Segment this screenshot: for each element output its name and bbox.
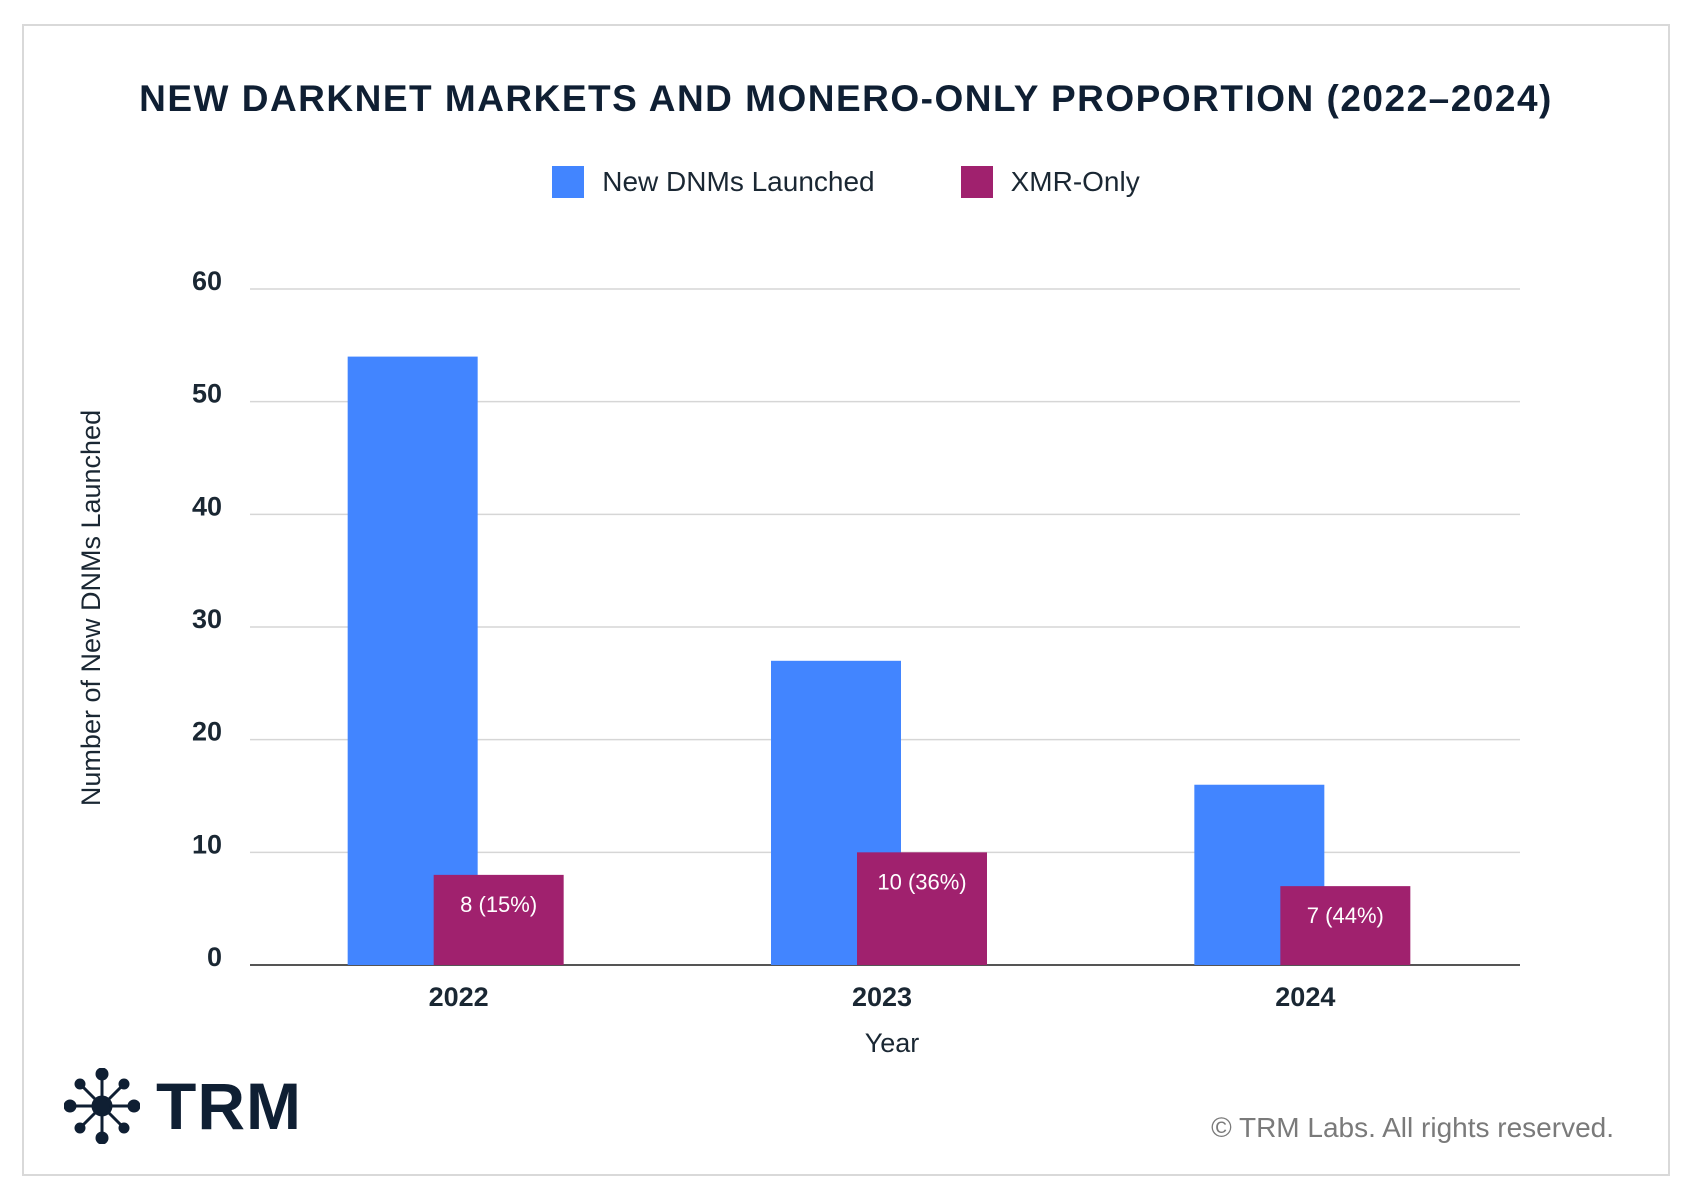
legend-swatch-new-dnms (552, 166, 585, 198)
legend-label-xmr-only: XMR-Only (1010, 166, 1140, 197)
bar-xmr-only-2022 (433, 874, 564, 965)
x-axis-label: Year (865, 1028, 920, 1058)
copyright-text: © TRM Labs. All rights reserved. (1211, 1112, 1614, 1143)
x-tick-label: 2024 (1275, 982, 1335, 1012)
brand-name: TRM (156, 1069, 302, 1143)
legend: New DNMs Launched XMR-Only (0, 166, 1692, 198)
x-tick-label: 2023 (852, 982, 912, 1012)
bars: 8 (15%) 10 (36%) 7 (44%) (347, 356, 1411, 966)
x-tick-labels: 2022 2023 2024 (429, 982, 1336, 1012)
legend-item-xmr-only: XMR-Only (960, 166, 1140, 198)
chart-frame (22, 24, 1670, 1176)
y-tick-labels: 0 10 20 30 40 50 60 (192, 266, 222, 972)
y-tick-label: 50 (192, 379, 222, 409)
bar-xmr-only-2023 (857, 852, 987, 965)
y-axis-label: Number of New DNMs Launched (76, 410, 106, 806)
chart-title: NEW DARKNET MARKETS AND MONERO-ONLY PROP… (139, 78, 1553, 119)
y-tick-label: 10 (192, 829, 222, 859)
legend-item-new-dnms: New DNMs Launched (552, 166, 875, 198)
x-tick-label: 2022 (429, 982, 489, 1012)
y-tick-label: 30 (192, 604, 222, 634)
data-label-xmr-only-2023: 10 (36%) (877, 869, 966, 894)
data-label-xmr-only-2022: 8 (15%) (460, 892, 537, 917)
y-tick-label: 40 (192, 491, 222, 521)
legend-label-new-dnms: New DNMs Launched (602, 166, 875, 197)
bar-xmr-only-2024 (1280, 886, 1411, 965)
y-tick-label: 20 (192, 717, 222, 747)
bar-new-dnms-2022 (347, 356, 478, 966)
network-node-icon (64, 1068, 140, 1144)
y-tick-label: 60 (192, 266, 222, 296)
data-label-xmr-only-2024: 7 (44%) (1307, 903, 1384, 928)
y-tick-label: 0 (207, 942, 222, 972)
legend-swatch-xmr-only (960, 166, 993, 198)
brand-logo: TRM (64, 1068, 302, 1144)
